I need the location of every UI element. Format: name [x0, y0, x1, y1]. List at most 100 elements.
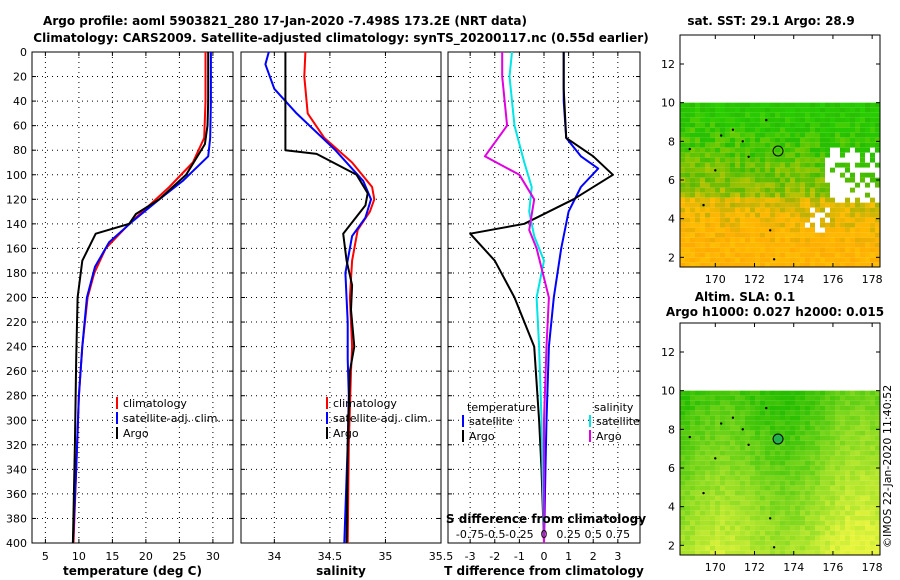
map-cell	[875, 227, 880, 233]
map-cell	[785, 117, 790, 123]
map-cell	[820, 535, 825, 541]
map-cell	[835, 420, 840, 426]
map-cell	[870, 420, 875, 426]
map-cell	[730, 395, 735, 401]
map-cell	[800, 485, 805, 491]
map-cell	[875, 247, 880, 253]
map-cell	[785, 415, 790, 421]
map-cell	[695, 162, 700, 168]
map-cell	[755, 470, 760, 476]
map-cell	[680, 450, 685, 456]
map-cell	[860, 515, 865, 521]
map-cell	[840, 530, 845, 536]
map-cell	[685, 480, 690, 486]
map-cell	[875, 500, 880, 506]
map-cell	[790, 112, 795, 118]
map-cell	[790, 207, 795, 213]
map-cell	[740, 172, 745, 178]
map-cell	[680, 247, 685, 253]
x-axis-label: T difference from climatology	[444, 564, 644, 578]
map-cell	[690, 475, 695, 481]
map-cell	[815, 157, 820, 163]
map-cell	[835, 440, 840, 446]
map-cell	[850, 500, 855, 506]
map-cell	[765, 177, 770, 183]
map-cell	[830, 202, 835, 208]
map-cell	[685, 550, 690, 555]
map-cell	[850, 440, 855, 446]
map-cell	[680, 147, 685, 153]
map-cell	[805, 132, 810, 138]
map-cell	[785, 510, 790, 516]
map-cell	[730, 505, 735, 511]
map-cell	[750, 510, 755, 516]
map-cell	[720, 455, 725, 461]
map-cell	[695, 450, 700, 456]
map-cell	[825, 540, 830, 546]
map-cell	[800, 167, 805, 173]
map-cell	[740, 430, 745, 436]
map-cell	[865, 490, 870, 496]
map-cell	[720, 535, 725, 541]
map-cell	[850, 475, 855, 481]
map-cell	[790, 262, 795, 267]
depth-tick-label: 400	[6, 537, 27, 550]
map-cell	[810, 107, 815, 113]
island-marker	[768, 229, 772, 232]
map-cell	[835, 455, 840, 461]
map-cell	[830, 127, 835, 133]
map-cell	[690, 162, 695, 168]
map-cell	[825, 177, 830, 183]
map-cell	[815, 420, 820, 426]
map-cell	[690, 262, 695, 267]
map-cell	[770, 530, 775, 536]
map-cell	[850, 182, 855, 188]
map-cell	[815, 470, 820, 476]
map-cell	[690, 122, 695, 128]
map-cell	[700, 520, 705, 526]
map-cell	[795, 202, 800, 208]
map-cell	[790, 252, 795, 258]
map-cell	[750, 232, 755, 238]
map-cell	[740, 440, 745, 446]
map-cell	[855, 117, 860, 123]
map-cell	[695, 475, 700, 481]
map-cell	[680, 530, 685, 536]
map-cell	[805, 475, 810, 481]
map-cell	[735, 400, 740, 406]
depth-tick-label: 80	[13, 144, 27, 157]
map-cell	[695, 435, 700, 441]
x-tick-label: 0	[541, 550, 548, 563]
map-cell	[680, 202, 685, 208]
map-cell	[780, 242, 785, 248]
map-cell	[685, 440, 690, 446]
map-cell	[845, 142, 850, 148]
map-cell	[690, 237, 695, 243]
map-cell	[810, 485, 815, 491]
map-cell	[865, 520, 870, 526]
map-cell	[815, 192, 820, 198]
map-cell	[850, 420, 855, 426]
map-cell	[730, 212, 735, 218]
map-cell	[865, 535, 870, 541]
map-cell	[800, 520, 805, 526]
map-cell	[750, 152, 755, 158]
map-cell	[815, 227, 820, 233]
map-cell	[775, 455, 780, 461]
map-cell	[685, 147, 690, 153]
map-cell	[845, 252, 850, 258]
map-cell	[735, 495, 740, 501]
map-cell	[835, 132, 840, 138]
map-cell	[715, 252, 720, 258]
map-cell	[815, 520, 820, 526]
map-cell	[735, 410, 740, 416]
x-tick-label: 2	[590, 550, 597, 563]
map-cell	[760, 247, 765, 253]
map-cell	[750, 520, 755, 526]
map-cell	[685, 510, 690, 516]
depth-tick-label: 340	[6, 463, 27, 476]
map-cell	[735, 187, 740, 193]
map-cell	[760, 470, 765, 476]
map-cell	[815, 247, 820, 253]
map-cell	[715, 475, 720, 481]
